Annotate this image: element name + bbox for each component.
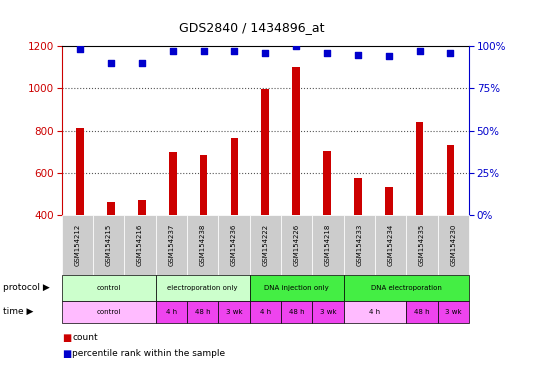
Text: GSM154212: GSM154212 <box>75 223 80 266</box>
Text: 3 wk: 3 wk <box>226 309 242 315</box>
Point <box>415 48 424 54</box>
Text: 3 wk: 3 wk <box>445 309 461 315</box>
Text: protocol ▶: protocol ▶ <box>3 283 49 292</box>
Bar <box>323 151 331 300</box>
Text: ■: ■ <box>62 349 71 359</box>
Bar <box>107 202 115 300</box>
Bar <box>416 122 423 300</box>
Text: GSM154234: GSM154234 <box>388 223 393 266</box>
Bar <box>76 128 84 300</box>
Text: 4 h: 4 h <box>260 309 271 315</box>
Bar <box>138 200 146 300</box>
Text: GSM154230: GSM154230 <box>450 223 456 266</box>
Point <box>261 50 270 56</box>
Text: 4 h: 4 h <box>166 309 177 315</box>
Bar <box>200 155 207 300</box>
Text: 48 h: 48 h <box>195 309 211 315</box>
Text: DNA electroporation: DNA electroporation <box>371 285 442 291</box>
Text: GSM154226: GSM154226 <box>294 223 300 266</box>
Point <box>446 50 455 56</box>
Text: 48 h: 48 h <box>289 309 304 315</box>
Text: GSM154236: GSM154236 <box>231 223 237 266</box>
Text: percentile rank within the sample: percentile rank within the sample <box>72 349 226 358</box>
Point <box>323 50 331 56</box>
Bar <box>262 89 269 300</box>
Text: time ▶: time ▶ <box>3 307 33 316</box>
Text: control: control <box>96 285 121 291</box>
Point <box>354 51 362 58</box>
Point <box>76 46 85 53</box>
Text: electroporation only: electroporation only <box>167 285 238 291</box>
Text: GSM154215: GSM154215 <box>106 223 111 266</box>
Point <box>107 60 115 66</box>
Text: GSM154222: GSM154222 <box>262 224 269 266</box>
Point <box>292 43 301 49</box>
Bar <box>385 187 392 300</box>
Bar <box>354 178 362 300</box>
Text: GSM154238: GSM154238 <box>199 223 206 266</box>
Text: DNA injection only: DNA injection only <box>264 285 329 291</box>
Point <box>384 53 393 59</box>
Text: GSM154235: GSM154235 <box>419 223 425 266</box>
Bar <box>292 67 300 300</box>
Text: GSM154216: GSM154216 <box>137 223 143 266</box>
Text: ■: ■ <box>62 333 71 343</box>
Bar <box>446 146 455 300</box>
Text: count: count <box>72 333 98 342</box>
Bar <box>169 152 176 300</box>
Point <box>168 48 177 54</box>
Text: 4 h: 4 h <box>369 309 381 315</box>
Text: control: control <box>96 309 121 315</box>
Point <box>138 60 146 66</box>
Text: GSM154233: GSM154233 <box>356 223 362 266</box>
Text: GDS2840 / 1434896_at: GDS2840 / 1434896_at <box>179 21 325 34</box>
Text: 3 wk: 3 wk <box>319 309 336 315</box>
Text: 48 h: 48 h <box>414 309 430 315</box>
Point <box>230 48 239 54</box>
Text: GSM154218: GSM154218 <box>325 223 331 266</box>
Point <box>199 48 208 54</box>
Text: GSM154237: GSM154237 <box>168 223 174 266</box>
Bar <box>230 138 239 300</box>
